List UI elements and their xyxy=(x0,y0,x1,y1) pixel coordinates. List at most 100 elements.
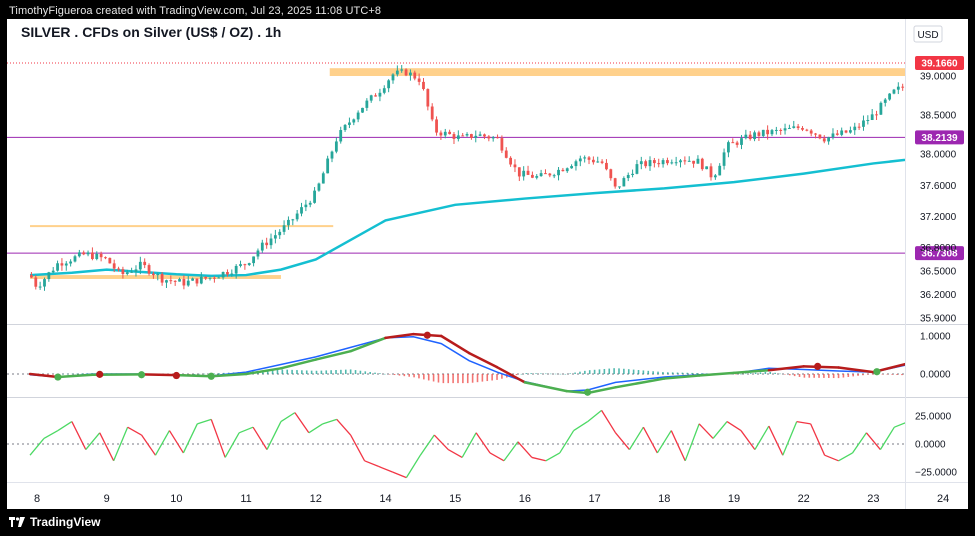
candle xyxy=(452,132,456,144)
tsi-histogram-bar xyxy=(364,371,367,374)
candle xyxy=(853,122,857,135)
tsi-pane xyxy=(7,331,967,396)
tsi-histogram-bar xyxy=(276,369,279,374)
candle-body xyxy=(239,264,242,266)
candle-body xyxy=(544,173,547,175)
tsi-histogram-bar xyxy=(808,374,811,378)
chart-panel[interactable]: 38.2139 36.7308 39.1660 39.0000 38.5000 38.0… xyxy=(7,19,968,509)
rsi-segment xyxy=(573,421,588,432)
candle xyxy=(809,129,813,137)
rsi-segment xyxy=(154,430,170,456)
candle xyxy=(339,126,343,144)
candle xyxy=(613,177,617,189)
candle xyxy=(34,275,38,290)
tsi-histogram-bar xyxy=(686,372,689,374)
candle xyxy=(648,156,652,171)
price-tick-label: 38.0000 xyxy=(920,150,957,161)
time-tick-label: 10 xyxy=(170,493,182,505)
candle-body xyxy=(356,112,360,120)
candle xyxy=(121,266,125,279)
candle xyxy=(273,229,277,244)
candle-body xyxy=(914,84,917,85)
time-tick-label: 9 xyxy=(104,493,110,505)
tradingview-brand[interactable]: TradingView xyxy=(9,515,100,529)
currency-button[interactable] xyxy=(913,25,943,43)
tsi-histogram-bar xyxy=(374,372,376,374)
tsi-histogram-bar xyxy=(515,374,518,376)
tsi-histogram-bar xyxy=(344,369,347,374)
tsi-signal-segment xyxy=(697,371,736,377)
candle-body xyxy=(334,141,338,152)
tsi-histogram-bar xyxy=(965,374,967,376)
candle xyxy=(906,83,909,88)
candle xyxy=(38,281,42,290)
tsi-histogram-bar xyxy=(549,373,552,375)
candle xyxy=(173,280,177,286)
tsi-crossover-marker xyxy=(54,373,62,381)
tsi-histogram-bar xyxy=(481,374,484,382)
rsi-segment xyxy=(531,456,546,462)
candle xyxy=(243,263,247,270)
rsi-segment xyxy=(489,452,505,462)
candle xyxy=(618,186,621,189)
rsi-segment xyxy=(810,423,826,456)
candle xyxy=(404,68,408,77)
last-price-tag xyxy=(915,56,964,71)
rsi-segment xyxy=(364,460,379,468)
tsi-histogram-bar xyxy=(901,374,903,376)
price-chart[interactable]: 38.2139 36.7308 39.1660 39.0000 38.5000 38.0… xyxy=(7,19,968,509)
candle xyxy=(430,103,434,122)
tsi-crossover-marker xyxy=(584,388,592,396)
candle xyxy=(43,277,46,291)
rsi-segment xyxy=(908,422,922,431)
rsi-segment xyxy=(615,432,630,451)
candle-body xyxy=(596,161,600,163)
candle xyxy=(343,123,347,132)
tsi-histogram-bar xyxy=(769,371,772,374)
candle xyxy=(330,150,334,163)
candle xyxy=(138,256,142,275)
tsi-histogram-bar xyxy=(896,374,898,375)
candle xyxy=(387,79,391,93)
rsi-tick-label: −25.0000 xyxy=(915,468,957,479)
tsi-histogram-bar xyxy=(662,372,664,374)
tsi-histogram-bar xyxy=(847,374,850,377)
candle-body xyxy=(448,131,452,135)
tsi-histogram-bar xyxy=(291,369,293,374)
candle-body xyxy=(186,280,190,286)
candle xyxy=(456,130,460,142)
tsi-histogram-bar xyxy=(340,369,342,374)
tsi-histogram-bar xyxy=(891,374,894,375)
tsi-histogram-bar xyxy=(881,374,884,375)
rsi-segment xyxy=(964,453,968,466)
candle-body xyxy=(138,261,142,270)
candle-body xyxy=(365,100,369,108)
candle-body xyxy=(130,271,134,273)
candle xyxy=(352,118,356,126)
tsi-histogram-bar xyxy=(71,373,74,375)
candle-body xyxy=(191,278,195,281)
candle-body xyxy=(361,107,364,113)
tsi-signal-segment xyxy=(908,356,943,364)
candle-body xyxy=(827,137,831,142)
tsi-histogram-bar xyxy=(559,373,562,375)
candle-body xyxy=(91,252,94,259)
candle-body xyxy=(99,253,103,258)
candle xyxy=(596,156,600,163)
candle xyxy=(679,159,682,168)
candle-body xyxy=(635,164,639,174)
candle xyxy=(792,120,796,129)
candle-body xyxy=(792,126,796,128)
candle xyxy=(962,84,965,96)
candle-body xyxy=(557,169,560,176)
candle xyxy=(513,159,517,173)
rsi-segment xyxy=(405,454,421,478)
candle-body xyxy=(504,150,508,158)
candle xyxy=(212,276,216,283)
tsi-histogram-bar xyxy=(76,373,79,374)
candle-body xyxy=(713,175,717,178)
horizontal-lines-layer: 38.2139 36.7308 39.1660 xyxy=(7,56,964,261)
candle xyxy=(51,267,55,274)
candle xyxy=(722,148,726,170)
tsi-histogram-bar xyxy=(564,373,567,375)
